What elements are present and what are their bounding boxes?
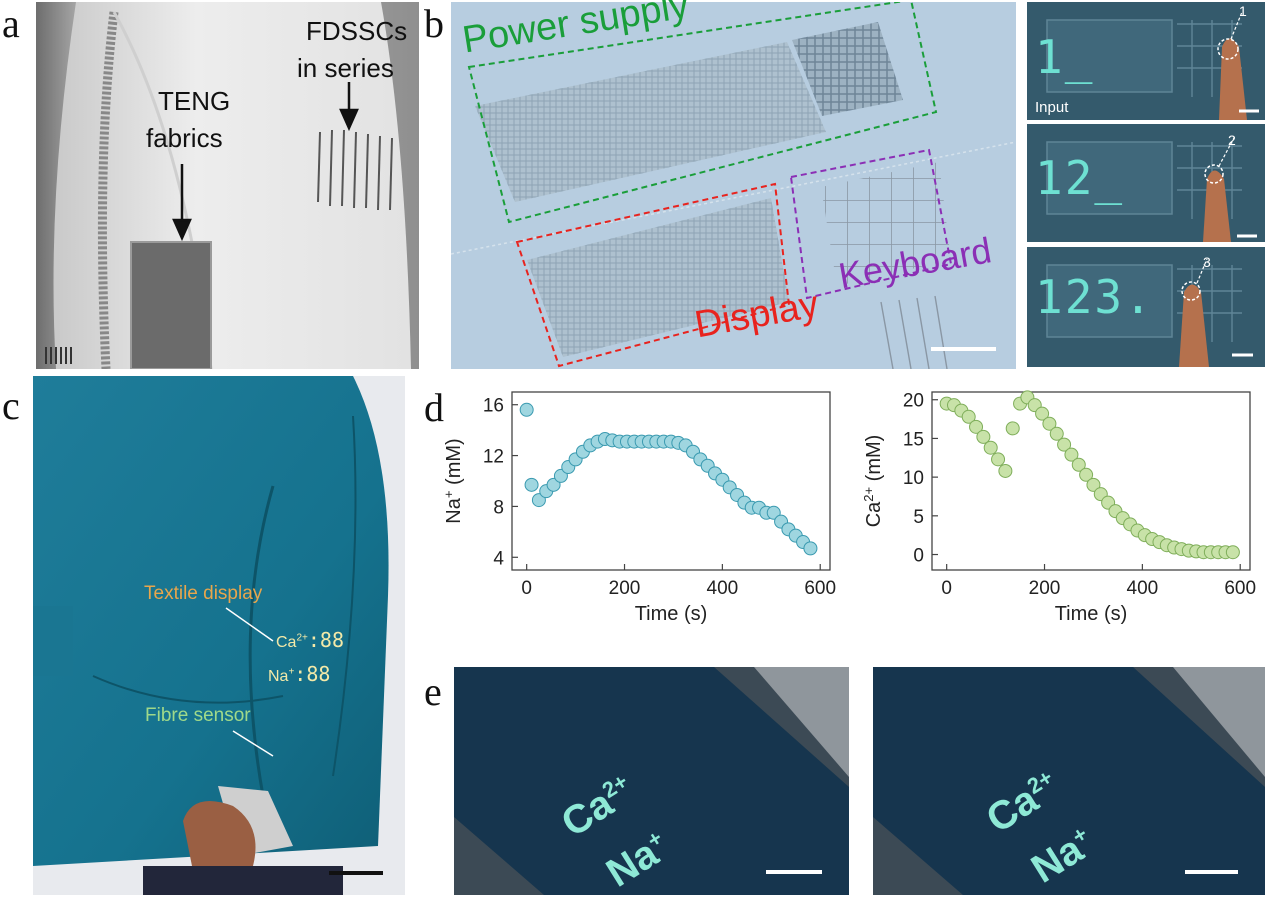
panel-letter-d: d xyxy=(424,385,444,430)
label-teng-line2: fabrics xyxy=(146,123,223,153)
calcium-x-tick-label-0: 0 xyxy=(941,578,952,599)
calcium-point-4 xyxy=(969,419,984,434)
jacket-na-symbol: Na xyxy=(268,668,289,685)
panel-letter-a: a xyxy=(2,1,20,46)
calcium-point-39 xyxy=(1225,545,1240,560)
display-digits-3: 123. xyxy=(1035,270,1154,324)
chart-sodium-svg: 0 200 400 600 4 8 12 16 Time (s) Na+ (mM) xyxy=(441,391,836,625)
chart-sodium: 0 200 400 600 4 8 12 16 Time (s) Na+ (mM) xyxy=(440,382,845,652)
calcium-y-tick-label-0: 0 xyxy=(913,546,924,567)
calcium-point-9 xyxy=(1005,421,1020,436)
calcium-point-3 xyxy=(961,409,976,424)
panel-letter-c: c xyxy=(2,383,20,428)
photo-input-step-2 xyxy=(1027,124,1265,242)
label-textile-display: Textile display xyxy=(144,583,263,604)
calcium-point-5 xyxy=(976,429,991,444)
label-fibre-sensor: Fibre sensor xyxy=(145,705,251,726)
photo-input-step-3 xyxy=(1027,247,1265,367)
calcium-point-13 xyxy=(1035,406,1050,421)
calcium-point-8 xyxy=(998,463,1013,478)
step-number-3: 3 xyxy=(1203,254,1211,270)
jacket-na-digits: :88 xyxy=(294,662,331,686)
label-fdsscs-line1: FDSSCs xyxy=(306,16,408,46)
sodium-y-axis-title-symbol: Na xyxy=(443,497,465,523)
calcium-x-tick-label-1: 200 xyxy=(1029,578,1061,599)
sodium-y-axis-title-unit: (mM) xyxy=(443,438,465,490)
sodium-y-tick-label-3: 16 xyxy=(483,396,504,417)
chart-calcium: 0 200 400 600 0 5 10 15 20 Time (s) Ca2+ (mM) xyxy=(860,382,1265,652)
calcium-point-7 xyxy=(991,452,1006,467)
calcium-point-19 xyxy=(1079,467,1094,482)
calcium-y-tick-label-3: 15 xyxy=(903,429,924,450)
photo-jacket-sweat-sensor xyxy=(33,376,405,895)
panel-letter-e: e xyxy=(424,669,442,714)
sodium-point-1 xyxy=(524,477,539,492)
photo-fabric-system xyxy=(451,2,1016,369)
calcium-point-17 xyxy=(1064,447,1079,462)
calcium-plot-frame xyxy=(931,391,1251,571)
sodium-plot-frame xyxy=(511,391,831,571)
photo-shirt-teng xyxy=(36,2,419,369)
step-number-1: 1 xyxy=(1239,3,1247,19)
jacket-ca-digits: :88 xyxy=(307,628,344,652)
jacket-na-charge: + xyxy=(288,666,295,678)
label-input: Input xyxy=(1035,99,1069,116)
sodium-x-tick-label-1: 200 xyxy=(609,578,641,599)
calcium-point-16 xyxy=(1057,437,1072,452)
chart-calcium-svg: 0 200 400 600 0 5 10 15 20 Time (s) Ca2+ (mM) xyxy=(861,390,1256,625)
sodium-point-39 xyxy=(803,541,818,556)
sodium-x-axis-title: Time (s) xyxy=(635,603,708,625)
sodium-y-tick-label-1: 8 xyxy=(493,497,504,518)
jacket-na-readout: Na+:88 xyxy=(268,664,330,685)
photo-sleeve-display-2 xyxy=(873,667,1265,895)
calcium-x-axis-title: Time (s) xyxy=(1055,603,1128,625)
calcium-y-axis-title-symbol: Ca xyxy=(863,501,885,527)
jacket-ca-symbol: Ca xyxy=(276,634,297,651)
calcium-point-20 xyxy=(1086,477,1101,492)
calcium-y-tick-label-1: 5 xyxy=(913,507,924,528)
sodium-y-axis-title: Na+ (mM) xyxy=(441,438,466,523)
sodium-y-tick-label-0: 4 xyxy=(493,548,504,569)
sodium-x-tick-label-3: 600 xyxy=(804,578,836,599)
step-number-2: 2 xyxy=(1228,132,1236,148)
panel-letter-b: b xyxy=(424,1,444,46)
calcium-y-tick-label-4: 20 xyxy=(903,391,924,412)
jacket-ca-charge: 2+ xyxy=(296,632,308,644)
sodium-x-tick-label-0: 0 xyxy=(521,578,532,599)
calcium-y-tick-label-2: 10 xyxy=(903,468,924,489)
calcium-x-tick-label-2: 400 xyxy=(1127,578,1159,599)
display-digits-2: 12_ xyxy=(1035,151,1125,205)
photo-sleeve-display-1 xyxy=(454,667,849,895)
sodium-y-axis-title-charge: + xyxy=(441,491,456,499)
label-fdsscs-line2: in series xyxy=(297,53,394,83)
calcium-x-tick-label-3: 600 xyxy=(1224,578,1256,599)
sodium-point-0 xyxy=(519,402,534,417)
calcium-y-axis-title-unit: (mM) xyxy=(863,435,885,487)
photo-input-step-1 xyxy=(1027,2,1265,120)
label-teng-line1: TENG xyxy=(158,86,231,116)
sodium-x-tick-label-2: 400 xyxy=(707,578,739,599)
display-digits-1: 1_ xyxy=(1035,30,1095,84)
calcium-point-14 xyxy=(1042,416,1057,431)
calcium-point-15 xyxy=(1049,426,1064,441)
calcium-point-18 xyxy=(1071,457,1086,472)
calcium-y-axis-title-charge: 2+ xyxy=(861,487,876,502)
calcium-point-6 xyxy=(983,440,998,455)
jacket-ca-readout: Ca2+:88 xyxy=(276,630,344,651)
sodium-y-tick-label-2: 12 xyxy=(483,447,504,468)
calcium-y-axis-title: Ca2+ (mM) xyxy=(861,435,886,528)
